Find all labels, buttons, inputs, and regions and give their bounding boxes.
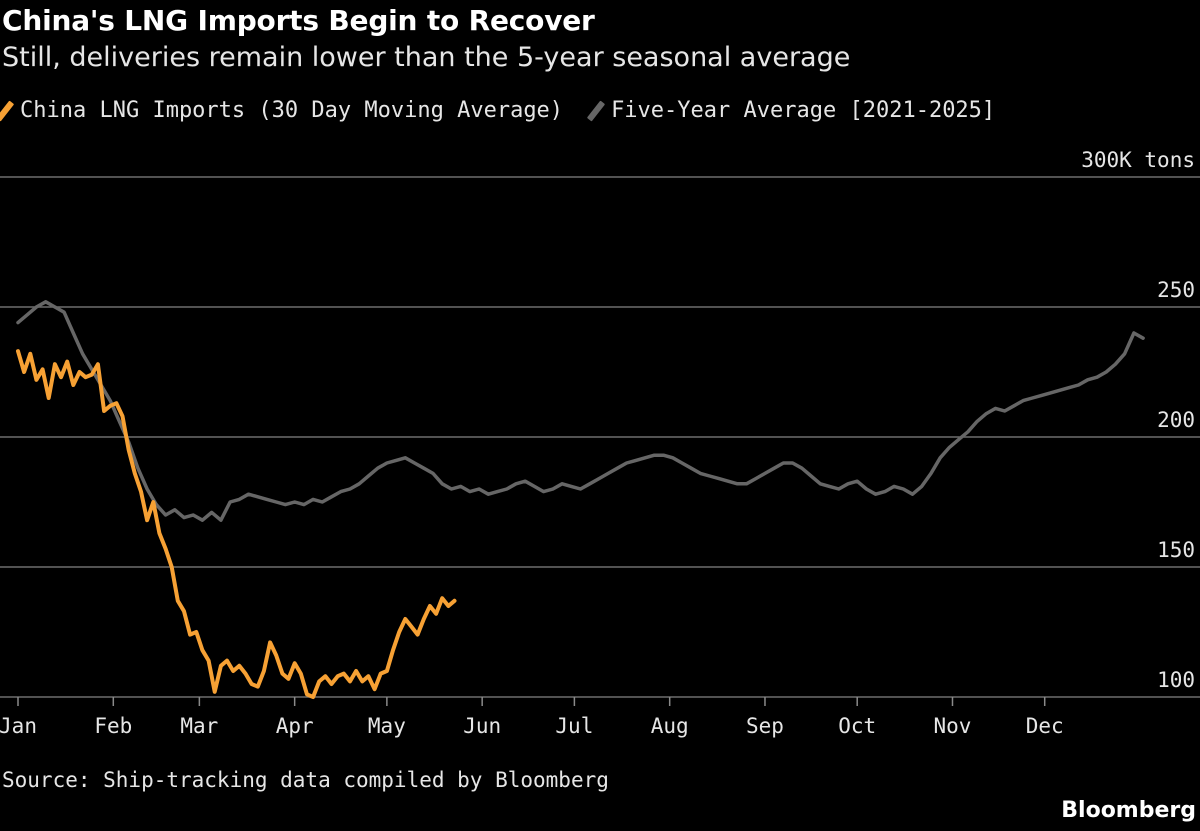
- y-tick-label-300: 300K tons: [1081, 148, 1195, 172]
- x-tick-label-apr: Apr: [276, 714, 314, 738]
- legend-swatch-china-imports: [0, 99, 15, 122]
- legend-item-china-imports: China LNG Imports (30 Day Moving Average…: [0, 98, 564, 123]
- legend-item-five-year-average: Five-Year Average [2021-2025]: [586, 98, 996, 123]
- x-tick-label-jan: Jan: [0, 714, 37, 738]
- x-tick-label-oct: Oct: [838, 714, 876, 738]
- x-tick-label-mar: Mar: [180, 714, 218, 738]
- series-line-five-year-average: [16, 300, 1145, 522]
- legend-label-five-year-average: Five-Year Average [2021-2025]: [611, 98, 996, 123]
- bloomberg-logo: Bloomberg: [1061, 798, 1196, 823]
- legend-label-china-imports: China LNG Imports (30 Day Moving Average…: [20, 98, 564, 123]
- y-tick-label-100: 100: [1157, 668, 1195, 692]
- x-tick-label-jul: Jul: [555, 714, 593, 738]
- source-note: Source: Ship-tracking data compiled by B…: [2, 768, 609, 792]
- legend-swatch-five-year-average: [586, 99, 606, 122]
- x-tick-label-sep: Sep: [746, 714, 784, 738]
- x-tick-label-feb: Feb: [94, 714, 132, 738]
- x-tick-label-aug: Aug: [651, 714, 689, 738]
- y-tick-label-250: 250: [1157, 278, 1195, 302]
- x-tick-label-nov: Nov: [934, 714, 972, 738]
- series-line-china-imports: [16, 349, 457, 699]
- y-tick-label-150: 150: [1157, 538, 1195, 562]
- y-tick-label-200: 200: [1157, 408, 1195, 432]
- line-chart: 100 150 200 250 300K tons Jan Feb Mar Apr May Jun J…: [0, 148, 1200, 738]
- legend: China LNG Imports (30 Day Moving Average…: [0, 98, 1025, 123]
- x-tick-label-dec: Dec: [1026, 714, 1064, 738]
- x-tick-label-jun: Jun: [463, 714, 501, 738]
- chart-title: China's LNG Imports Begin to Recover: [2, 4, 595, 37]
- x-tick-label-may: May: [368, 714, 406, 738]
- chart-subtitle: Still, deliveries remain lower than the …: [2, 42, 851, 73]
